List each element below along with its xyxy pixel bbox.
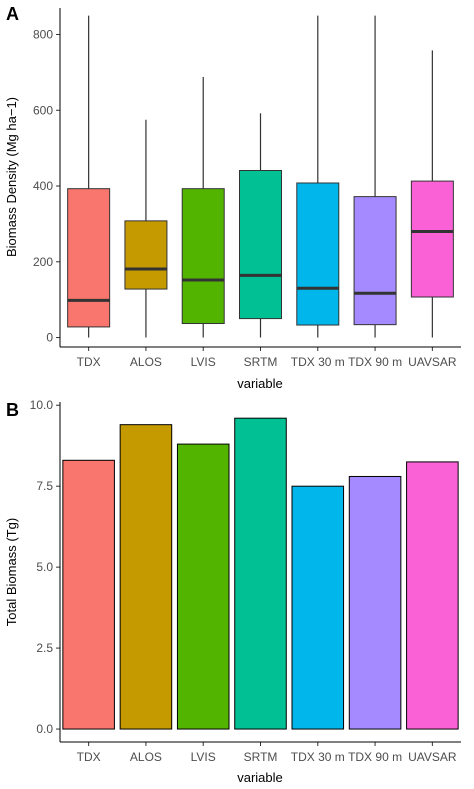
panel-b-x-tick-label: SRTM [244, 750, 278, 764]
bar [291, 485, 345, 730]
panel-b-y-tick-label: 10.0 [30, 398, 54, 412]
box-body [239, 169, 282, 320]
panel-a-y-tick-label: 0 [46, 331, 53, 345]
panel-b-x-tick-label: TDX 90 m [348, 750, 402, 764]
bar [406, 461, 459, 730]
panel-b-x-tick-label: UAVSAR [408, 750, 457, 764]
bar [234, 417, 287, 730]
panel-a-x-tick-label: LVIS [191, 355, 216, 369]
box-body [67, 188, 111, 328]
box-body [181, 188, 225, 325]
panel-b-label: B [6, 400, 19, 420]
panel-b-x-tick-label: ALOS [130, 750, 162, 764]
panel-b-x-tick-label: TDX [77, 750, 101, 764]
panel-b-y-tick-label: 2.5 [36, 641, 53, 655]
bar [119, 424, 173, 730]
panel-a-x-tick-label: ALOS [130, 355, 162, 369]
panel-a-y-axis-title: Biomass Density (Mg ha−1) [4, 97, 19, 257]
panel-b-x-axis-title: variable [237, 770, 283, 785]
panel-a-x-tick-label: SRTM [244, 355, 278, 369]
panel-b-y-tick-label: 5.0 [36, 560, 53, 574]
box-body [410, 180, 454, 298]
panel-b-y-axis-title: Total Biomass (Tg) [4, 518, 19, 626]
panel-a-y-tick-label: 800 [33, 28, 53, 42]
panel-b-y-tick-label: 0.0 [36, 722, 53, 736]
panel-a-y-tick-label: 600 [33, 103, 53, 117]
panel-a-x-tick-label: TDX 30 m [291, 355, 345, 369]
box-body [353, 196, 397, 326]
panel-a-x-axis-title: variable [237, 376, 283, 391]
panel-a-label: A [6, 4, 19, 24]
bar [348, 475, 402, 730]
panel-b: B 0.0 2.5 5.0 7.5 10.0 TDX ALOS LVIS SRTM TDX 30… [4, 398, 461, 785]
panel-b-x-tick-label: TDX 30 m [291, 750, 345, 764]
panel-b-y-tick-label: 7.5 [36, 479, 53, 493]
panel-a-y-tick-label: 200 [33, 255, 53, 269]
box-body [296, 182, 340, 326]
box-body [124, 220, 168, 290]
bar [176, 443, 230, 730]
panel-a-x-tick-label: TDX [77, 355, 101, 369]
panel-b-x-tick-label: LVIS [191, 750, 216, 764]
panel-a-x-tick-label: TDX 90 m [348, 355, 402, 369]
panel-a-x-tick-label: UAVSAR [408, 355, 457, 369]
panel-a-y-tick-label: 400 [33, 179, 53, 193]
bar [62, 459, 115, 730]
